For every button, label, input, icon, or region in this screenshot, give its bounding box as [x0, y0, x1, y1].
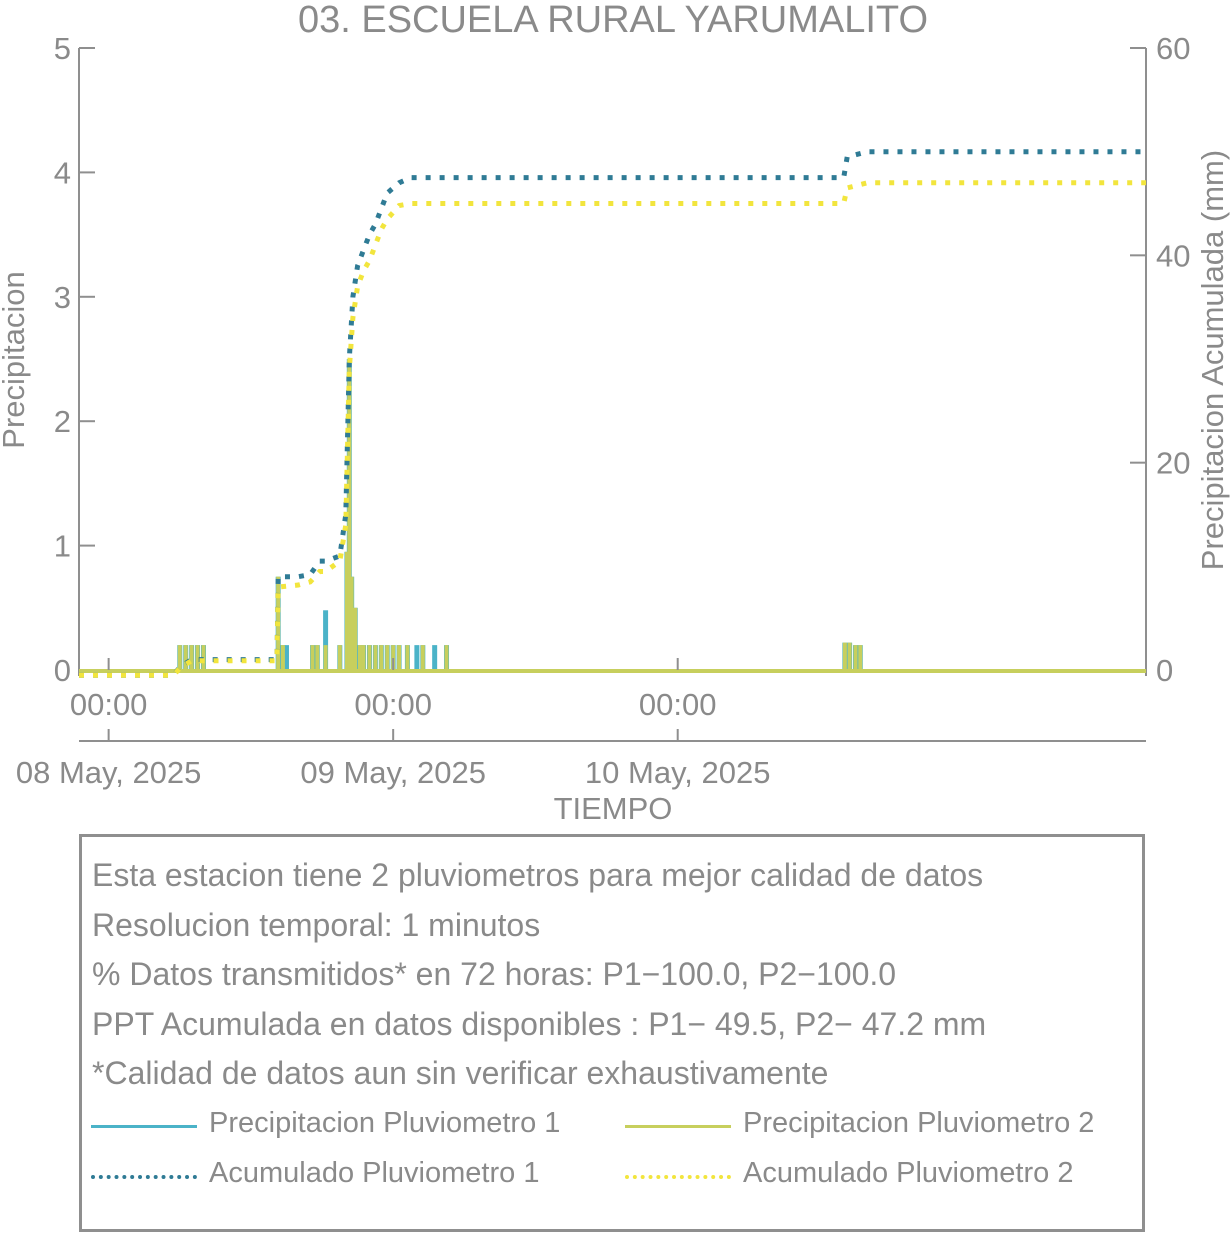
y-left-ticks: 0 1 2 3 4 5 — [54, 31, 95, 688]
y-left-tick-label: 2 — [54, 404, 71, 439]
precipitation-bar — [323, 610, 329, 670]
info-line-resolucion: Resolucion temporal: 1 minutos — [92, 907, 541, 943]
y-left-axis-label: Precipitacion — [0, 271, 31, 448]
x-tick-date-label: 10 May, 2025 — [585, 755, 771, 790]
y-left-tick-label: 1 — [54, 529, 71, 564]
legend-swatch-solid — [91, 1125, 197, 1128]
x-tick-time-label: 00:00 — [70, 687, 148, 722]
precipitation-bar — [280, 645, 285, 670]
info-line-pluviometros: Esta estacion tiene 2 pluviometros para … — [92, 857, 984, 893]
precipitation-bar — [397, 645, 402, 670]
plot-frame — [78, 48, 1147, 676]
info-box: Esta estacion tiene 2 pluviometros para … — [79, 834, 1145, 1232]
info-line-calidad: *Calidad de datos aun sin verificar exha… — [92, 1055, 829, 1091]
y-right-tick-label: 60 — [1156, 31, 1190, 66]
precipitation-bar — [177, 645, 182, 670]
precipitation-bar — [405, 645, 410, 670]
legend-label: Precipitacion Pluviometro 2 — [743, 1107, 1095, 1139]
precipitation-bar — [444, 645, 449, 670]
legend-label: Precipitacion Pluviometro 1 — [209, 1107, 561, 1139]
y-left-tick-label: 3 — [54, 280, 71, 315]
y-right-tick-label: 40 — [1156, 238, 1190, 273]
precipitation-bar — [385, 645, 390, 670]
precipitation-bar — [858, 645, 863, 670]
x-axis-label: TIEMPO — [554, 791, 673, 826]
precipitation-bar — [323, 645, 328, 670]
precipitation-bar — [391, 645, 396, 670]
precipitation-bar — [189, 645, 194, 670]
precipitation-bar — [361, 645, 366, 670]
info-line-ppt-acumulada: PPT Acumulada en datos disponibles : P1−… — [92, 1006, 987, 1042]
y-left-tick-label: 4 — [54, 155, 71, 190]
precipitation-bar — [315, 645, 320, 670]
y-right-ticks: 0 20 40 60 — [1130, 31, 1190, 688]
precipitation-bar — [353, 607, 358, 670]
y-left-tick-label: 0 — [54, 653, 71, 688]
x-tick-date-label: 09 May, 2025 — [300, 755, 486, 790]
precipitation-chart: 03. ESCUELA RURAL YARUMALITO 0 1 2 3 4 5 0 20 4… — [0, 0, 1230, 826]
precipitation-bar — [853, 645, 858, 670]
legend-label: Acumulado Pluviometro 2 — [743, 1157, 1074, 1189]
precipitation-bar — [349, 576, 354, 670]
precipitation-bar — [357, 645, 362, 670]
precipitation-bar — [414, 645, 420, 670]
series-acumulado-p1 — [79, 149, 1146, 678]
y-left-tick-label: 5 — [54, 31, 71, 66]
info-line-datos-transmitidos: % Datos transmitidos* en 72 horas: P1−10… — [92, 956, 897, 992]
precipitation-bar — [373, 645, 378, 670]
x-ticks: 00:00 08 May, 2025 00:00 09 May, 2025 00:00 1… — [16, 658, 771, 790]
series-acumulado-p2 — [79, 180, 1146, 678]
precipitation-bar — [310, 645, 315, 670]
precipitation-bar — [337, 645, 342, 670]
y-right-tick-label: 20 — [1156, 446, 1190, 481]
x-tick-date-label: 08 May, 2025 — [16, 755, 202, 790]
precipitation-bar — [379, 645, 384, 670]
precipitation-bar — [283, 645, 289, 670]
precipitation-bar — [183, 645, 188, 670]
precipitation-bar — [344, 551, 349, 670]
precipitation-bar — [347, 359, 352, 670]
legend-swatch-dotted — [91, 1175, 197, 1179]
legend-swatch-solid — [625, 1125, 731, 1128]
x-tick-time-label: 00:00 — [639, 687, 717, 722]
legend-swatch-dotted — [625, 1175, 731, 1179]
precipitation-bar — [367, 645, 372, 670]
x-tick-time-label: 00:00 — [354, 687, 432, 722]
chart-title: 03. ESCUELA RURAL YARUMALITO — [298, 0, 928, 41]
y-right-axis-label: Precipitacion Acumulada (mm) — [1195, 150, 1230, 570]
precipitation-bar — [432, 645, 438, 670]
precipitation-bar — [420, 645, 425, 670]
precipitation-bar — [847, 642, 852, 670]
y-right-tick-label: 0 — [1156, 653, 1173, 688]
precipitation-bar — [195, 645, 200, 670]
legend-label: Acumulado Pluviometro 1 — [209, 1157, 540, 1189]
precipitation-bar — [842, 642, 847, 670]
